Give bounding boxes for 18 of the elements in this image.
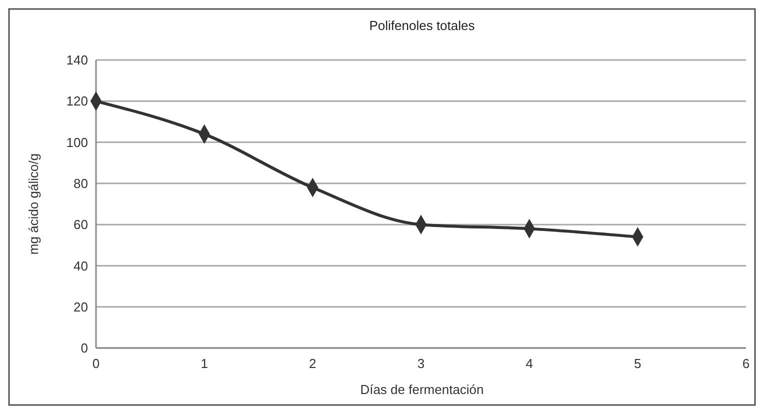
y-tick-label: 40 <box>74 258 88 274</box>
chart-title: Polifenoles totales <box>369 18 476 33</box>
y-tick-label: 140 <box>66 52 88 68</box>
x-tick-label: 6 <box>742 356 750 371</box>
y-tick-label: 60 <box>74 217 88 232</box>
x-tick-label: 1 <box>200 356 208 371</box>
x-tick-label: 4 <box>526 356 533 371</box>
x-axis-title: Días de fermentación <box>360 382 484 397</box>
x-tick-label: 0 <box>92 356 100 371</box>
y-tick-label: 20 <box>74 299 88 314</box>
y-tick-label: 120 <box>66 94 88 109</box>
x-tick-label: 3 <box>417 356 425 371</box>
y-tick-label: 0 <box>80 340 88 356</box>
y-tick-label: 100 <box>66 134 88 150</box>
y-axis-title: mg ácido gálico/g <box>26 153 41 255</box>
x-tick-label: 2 <box>309 356 316 371</box>
x-tick-label: 5 <box>634 356 642 371</box>
y-tick-label: 80 <box>74 176 88 191</box>
